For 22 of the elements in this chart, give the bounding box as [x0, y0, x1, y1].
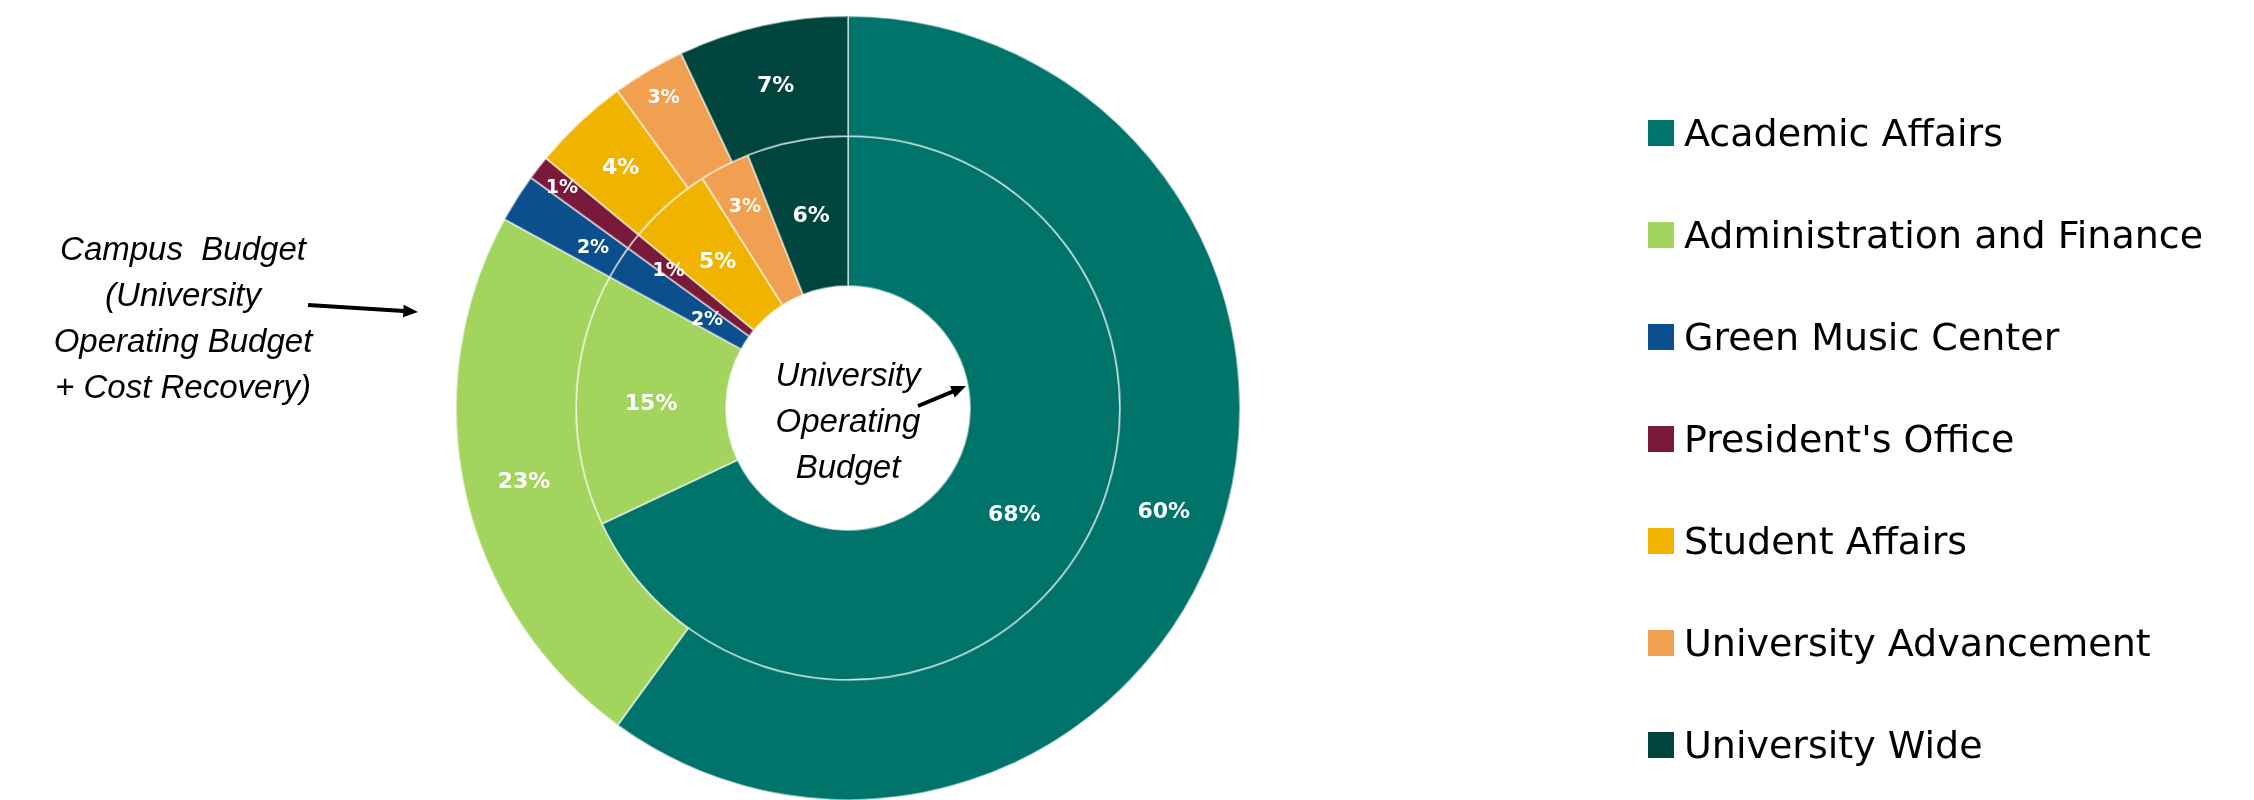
data-label: 4% [602, 153, 640, 179]
text: University Operating Budget [775, 356, 923, 485]
legend-label: Academic Affairs [1684, 111, 2003, 156]
data-label: 23% [497, 468, 551, 494]
text: Campus Budget (University Operating Budget + Cost Recovery) [53, 230, 315, 405]
data-label: 3% [647, 85, 680, 108]
legend-label: Green Music Center [1684, 315, 2060, 360]
data-label: 7% [756, 71, 795, 97]
data-label: 6% [792, 202, 830, 228]
data-label: 3% [728, 194, 762, 217]
legend-label: University Advancement [1684, 621, 2151, 666]
data-label: 68% [988, 501, 1041, 527]
legend-label: Student Affairs [1684, 519, 1968, 564]
data-label: 2% [576, 234, 610, 257]
data-label: 1% [545, 174, 579, 197]
legend-label: University Wide [1684, 723, 1983, 768]
data-label: 15% [624, 389, 678, 415]
data-label: 60% [1137, 498, 1191, 524]
legend-label: President's Office [1684, 417, 2015, 462]
data-label: 2% [690, 307, 724, 330]
data-label: 5% [699, 247, 737, 273]
legend-label: Administration and Finance [1684, 213, 2204, 258]
